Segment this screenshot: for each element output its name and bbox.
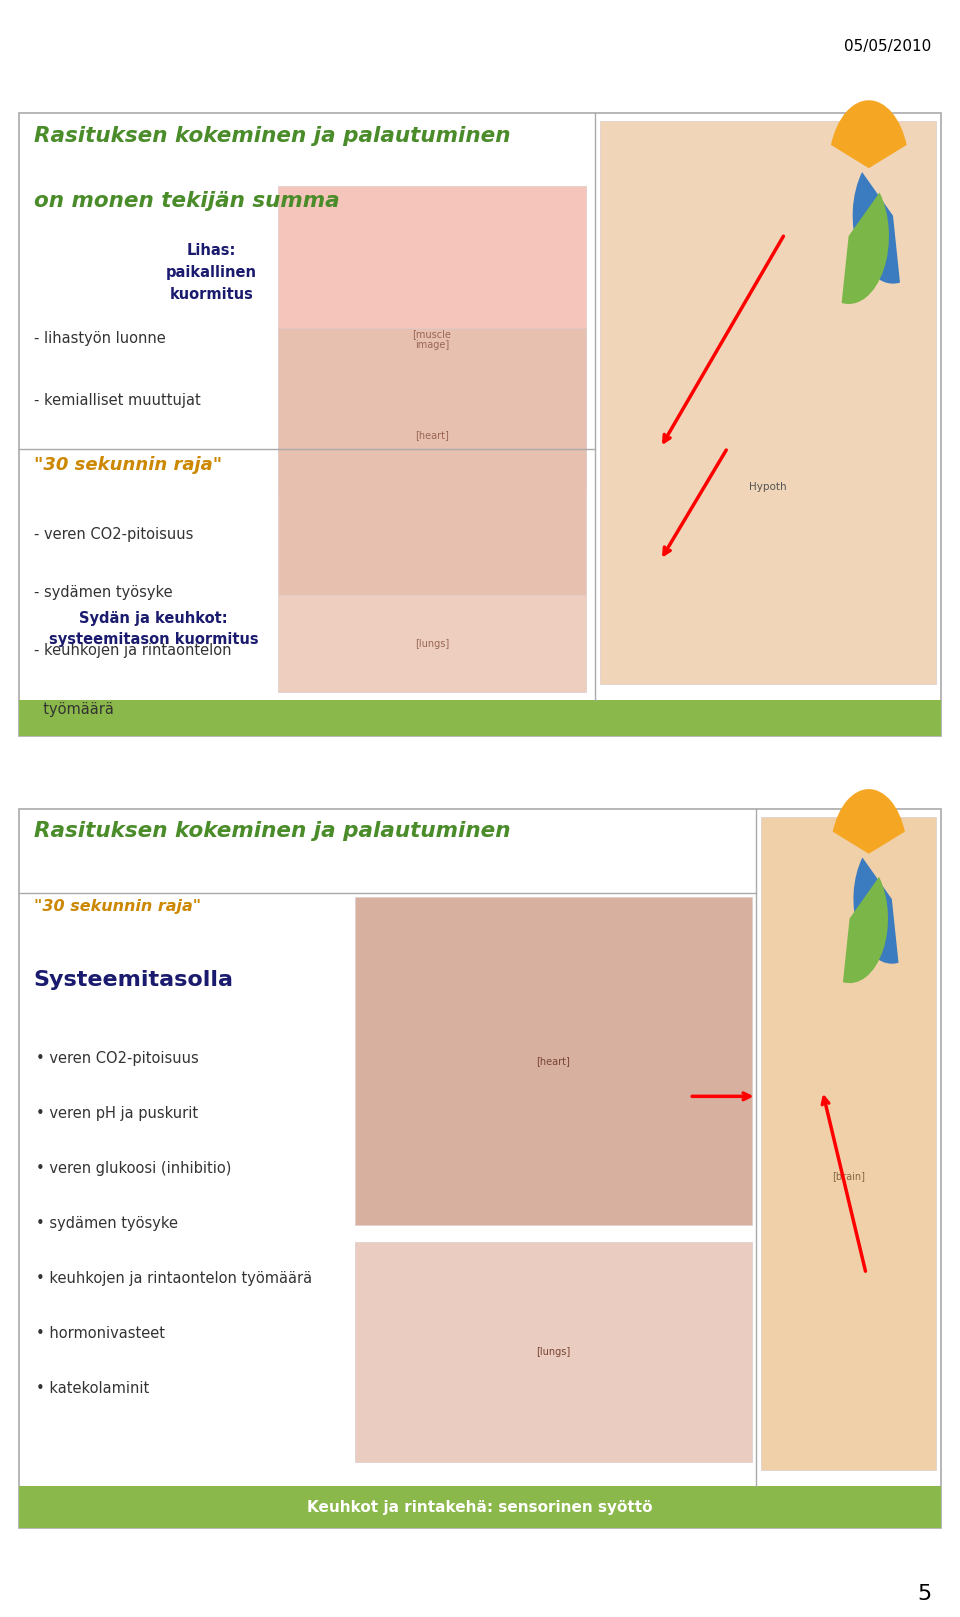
Text: - keuhkojen ja rintaontelon: - keuhkojen ja rintaontelon	[34, 644, 231, 658]
FancyBboxPatch shape	[278, 186, 586, 493]
Text: 05/05/2010: 05/05/2010	[844, 39, 931, 53]
Text: - lihastyön luonne: - lihastyön luonne	[34, 331, 165, 346]
Text: • veren pH ja puskurit: • veren pH ja puskurit	[36, 1106, 199, 1121]
FancyBboxPatch shape	[355, 897, 752, 1224]
FancyBboxPatch shape	[761, 817, 936, 1470]
Text: • katekolaminit: • katekolaminit	[36, 1381, 150, 1395]
FancyBboxPatch shape	[19, 700, 941, 736]
Text: "30 sekunnin raja": "30 sekunnin raja"	[34, 456, 222, 474]
Text: Sydän ja keuhkot:
systeemitason kuormitus: Sydän ja keuhkot: systeemitason kuormitu…	[49, 611, 258, 647]
Wedge shape	[832, 789, 905, 854]
Text: [brain]: [brain]	[832, 1171, 865, 1180]
Text: [muscle
image]: [muscle image]	[413, 328, 451, 351]
FancyBboxPatch shape	[19, 113, 941, 736]
Text: Hypoth: Hypoth	[749, 482, 787, 492]
FancyBboxPatch shape	[278, 595, 586, 692]
Text: [lungs]: [lungs]	[415, 639, 449, 648]
FancyBboxPatch shape	[278, 328, 586, 595]
Text: - veren CO2-pitoisuus: - veren CO2-pitoisuus	[34, 527, 193, 542]
Text: - kemialliset muuttujat: - kemialliset muuttujat	[34, 393, 201, 407]
Wedge shape	[831, 100, 906, 168]
Wedge shape	[843, 876, 888, 983]
Text: • veren glukoosi (inhibitio): • veren glukoosi (inhibitio)	[36, 1161, 232, 1176]
Text: työmäärä: työmäärä	[34, 702, 113, 716]
Text: • keuhkojen ja rintaontelon työmäärä: • keuhkojen ja rintaontelon työmäärä	[36, 1271, 313, 1286]
FancyBboxPatch shape	[19, 1486, 941, 1528]
Text: Rasituksen kokeminen ja palautuminen: Rasituksen kokeminen ja palautuminen	[34, 126, 510, 146]
Text: "30 sekunnin raja": "30 sekunnin raja"	[34, 899, 201, 914]
Text: Lihas:
paikallinen
kuormitus: Lihas: paikallinen kuormitus	[166, 243, 256, 302]
Wedge shape	[853, 857, 899, 964]
Text: on monen tekijän summa: on monen tekijän summa	[34, 191, 339, 210]
Text: [heart]: [heart]	[415, 430, 449, 440]
FancyBboxPatch shape	[355, 1242, 752, 1462]
Text: [lungs]: [lungs]	[537, 1347, 570, 1357]
Text: • hormonivasteet: • hormonivasteet	[36, 1326, 165, 1340]
Wedge shape	[852, 171, 900, 283]
Text: Rasituksen kokeminen ja palautuminen: Rasituksen kokeminen ja palautuminen	[34, 821, 510, 841]
Text: Keuhkot ja rintakehä: sensorinen syöttö: Keuhkot ja rintakehä: sensorinen syöttö	[307, 1499, 653, 1515]
FancyBboxPatch shape	[19, 808, 941, 1528]
Text: Systeemitasolla: Systeemitasolla	[34, 970, 233, 990]
Text: • veren CO2-pitoisuus: • veren CO2-pitoisuus	[36, 1051, 200, 1066]
Text: [heart]: [heart]	[537, 1056, 570, 1066]
Text: 5: 5	[917, 1585, 931, 1604]
Wedge shape	[842, 192, 889, 304]
Text: - sydämen työsyke: - sydämen työsyke	[34, 585, 172, 600]
Text: • sydämen työsyke: • sydämen työsyke	[36, 1216, 179, 1231]
FancyBboxPatch shape	[600, 121, 936, 684]
